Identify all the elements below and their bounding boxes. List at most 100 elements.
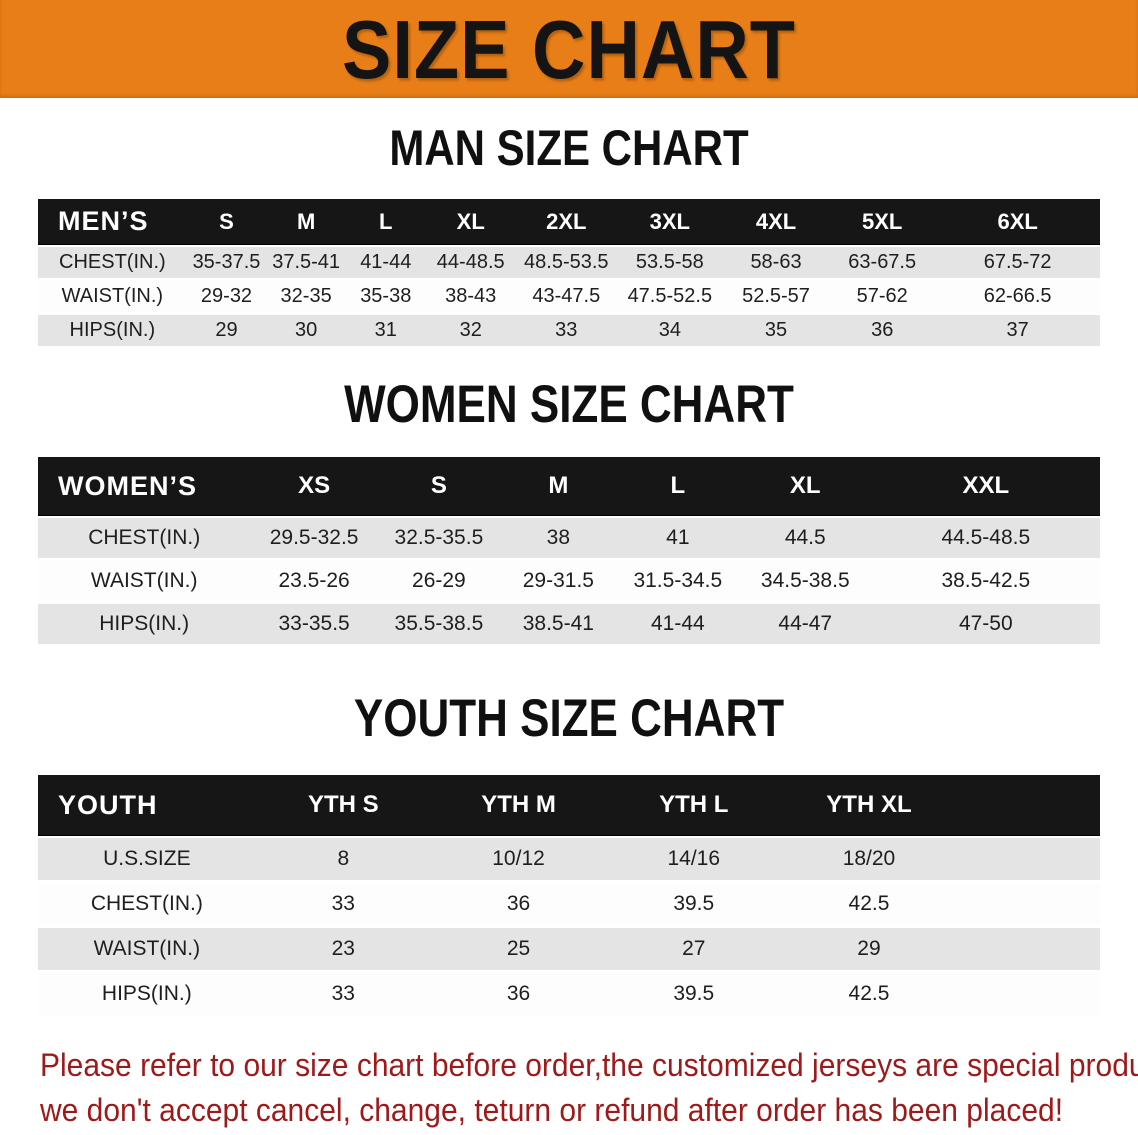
size-header-cell: 6XL bbox=[935, 199, 1100, 244]
man-section-title: MAN SIZE CHART bbox=[0, 120, 1138, 175]
youth-size-table-container: YOUTH YTH S YTH M YTH L YTH XL U.S.SIZE 8 10/12… bbox=[38, 772, 1100, 1018]
value-cell: 39.5 bbox=[606, 883, 782, 925]
value-cell: 34 bbox=[616, 315, 723, 346]
value-cell: 10/12 bbox=[430, 838, 607, 880]
value-cell: 31.5-34.5 bbox=[616, 561, 739, 601]
value-cell: 32-35 bbox=[266, 281, 346, 312]
value-cell: 29 bbox=[186, 315, 267, 346]
size-header-cell bbox=[956, 775, 1100, 835]
value-cell: 32.5-35.5 bbox=[377, 518, 500, 558]
size-header-cell: YTH S bbox=[255, 775, 431, 835]
value-cell: 29 bbox=[781, 928, 957, 970]
value-cell: 33 bbox=[255, 973, 431, 1015]
value-cell: 33-35.5 bbox=[250, 604, 378, 644]
value-cell: 33 bbox=[515, 315, 617, 346]
disclaimer-line-1: Please refer to our size chart before or… bbox=[40, 1047, 1138, 1084]
row-label-cell: CHEST(IN.) bbox=[38, 883, 256, 925]
table-header-row: YOUTH YTH S YTH M YTH L YTH XL bbox=[38, 775, 1100, 835]
value-cell: 38.5-41 bbox=[499, 604, 617, 644]
page-title: SIZE CHART bbox=[342, 2, 796, 96]
table-row: HIPS(IN.) 33 36 39.5 42.5 bbox=[38, 973, 1100, 1015]
value-cell: 37 bbox=[935, 315, 1100, 346]
table-header-row: WOMEN’S XS S M L XL XXL bbox=[38, 457, 1100, 515]
mens-size-table-container: MEN’S S M L XL 2XL 3XL 4XL 5XL 6XL CHEST(IN.) 35-37… bbox=[38, 196, 1100, 349]
value-cell: 62-66.5 bbox=[935, 281, 1100, 312]
value-cell: 32 bbox=[425, 315, 516, 346]
row-label-cell: HIPS(IN.) bbox=[38, 604, 251, 644]
value-cell: 36 bbox=[430, 883, 607, 925]
value-cell: 38 bbox=[499, 518, 617, 558]
value-cell: 42.5 bbox=[781, 973, 957, 1015]
value-cell: 38.5-42.5 bbox=[871, 561, 1100, 601]
value-cell: 44.5-48.5 bbox=[871, 518, 1100, 558]
value-cell: 34.5-38.5 bbox=[738, 561, 872, 601]
value-cell: 35 bbox=[722, 315, 830, 346]
size-header-cell: YTH L bbox=[606, 775, 782, 835]
size-header-cell: YTH M bbox=[430, 775, 607, 835]
value-cell: 41 bbox=[616, 518, 739, 558]
value-cell: 36 bbox=[430, 973, 607, 1015]
table-row: WAIST(IN.) 23 25 27 29 bbox=[38, 928, 1100, 970]
table-row: CHEST(IN.) 33 36 39.5 42.5 bbox=[38, 883, 1100, 925]
womens-size-table-container: WOMEN’S XS S M L XL XXL CHEST(IN.) 29.5-32.5 32.5… bbox=[38, 454, 1100, 647]
row-label-cell: CHEST(IN.) bbox=[38, 247, 187, 278]
value-cell: 37.5-41 bbox=[266, 247, 346, 278]
value-cell: 67.5-72 bbox=[935, 247, 1100, 278]
value-cell: 39.5 bbox=[606, 973, 782, 1015]
value-cell: 23 bbox=[255, 928, 431, 970]
value-cell: 44.5 bbox=[738, 518, 872, 558]
size-header-cell: YTH XL bbox=[781, 775, 957, 835]
value-cell: 58-63 bbox=[722, 247, 830, 278]
size-header-cell: L bbox=[616, 457, 739, 515]
value-cell: 43-47.5 bbox=[515, 281, 617, 312]
value-cell: 48.5-53.5 bbox=[515, 247, 617, 278]
value-cell: 25 bbox=[430, 928, 607, 970]
table-row: CHEST(IN.) 29.5-32.5 32.5-35.5 38 41 44.5 44.5… bbox=[38, 518, 1100, 558]
table-row: U.S.SIZE 8 10/12 14/16 18/20 bbox=[38, 838, 1100, 880]
row-label-cell: CHEST(IN.) bbox=[38, 518, 251, 558]
size-header-cell: L bbox=[345, 199, 426, 244]
size-header-cell: S bbox=[377, 457, 500, 515]
value-cell bbox=[956, 973, 1100, 1015]
size-header-cell: 4XL bbox=[722, 199, 830, 244]
mens-size-table: MEN’S S M L XL 2XL 3XL 4XL 5XL 6XL CHEST(IN.) 35-37… bbox=[38, 196, 1100, 349]
value-cell: 27 bbox=[606, 928, 782, 970]
youth-section-title-text: YOUTH SIZE CHART bbox=[353, 689, 785, 748]
value-cell: 33 bbox=[255, 883, 431, 925]
value-cell: 42.5 bbox=[781, 883, 957, 925]
size-header-cell: 2XL bbox=[515, 199, 617, 244]
row-label-cell: WAIST(IN.) bbox=[38, 928, 256, 970]
value-cell: 36 bbox=[829, 315, 936, 346]
size-header-cell: XXL bbox=[871, 457, 1100, 515]
value-cell: 35-38 bbox=[345, 281, 426, 312]
size-header-cell: 5XL bbox=[829, 199, 936, 244]
table-row: HIPS(IN.) 29 30 31 32 33 34 35 36 37 bbox=[38, 315, 1100, 346]
women-section-title-text: WOMEN SIZE CHART bbox=[344, 375, 794, 434]
row-label-cell: HIPS(IN.) bbox=[38, 315, 187, 346]
value-cell: 47.5-52.5 bbox=[616, 281, 723, 312]
youth-size-table: YOUTH YTH S YTH M YTH L YTH XL U.S.SIZE 8 10/12… bbox=[38, 772, 1100, 1018]
value-cell: 29-32 bbox=[186, 281, 267, 312]
value-cell: 41-44 bbox=[616, 604, 739, 644]
value-cell: 52.5-57 bbox=[722, 281, 830, 312]
table-title-cell: MEN’S bbox=[38, 199, 187, 244]
value-cell: 29-31.5 bbox=[499, 561, 617, 601]
value-cell: 26-29 bbox=[377, 561, 500, 601]
value-cell: 8 bbox=[255, 838, 431, 880]
value-cell: 63-67.5 bbox=[829, 247, 936, 278]
table-title-cell: WOMEN’S bbox=[38, 457, 251, 515]
value-cell: 35-37.5 bbox=[186, 247, 267, 278]
size-header-cell: S bbox=[186, 199, 267, 244]
value-cell: 47-50 bbox=[871, 604, 1100, 644]
value-cell bbox=[956, 883, 1100, 925]
row-label-cell: WAIST(IN.) bbox=[38, 561, 251, 601]
row-label-cell: WAIST(IN.) bbox=[38, 281, 187, 312]
disclaimer-line-2: we don't accept cancel, change, teturn o… bbox=[40, 1092, 1064, 1129]
size-header-cell: M bbox=[499, 457, 617, 515]
value-cell: 23.5-26 bbox=[250, 561, 378, 601]
value-cell: 44-47 bbox=[738, 604, 872, 644]
women-section-title: WOMEN SIZE CHART bbox=[0, 377, 1138, 432]
size-chart-banner: SIZE CHART bbox=[0, 0, 1138, 98]
row-label-cell: HIPS(IN.) bbox=[38, 973, 256, 1015]
row-label-cell: U.S.SIZE bbox=[38, 838, 256, 880]
